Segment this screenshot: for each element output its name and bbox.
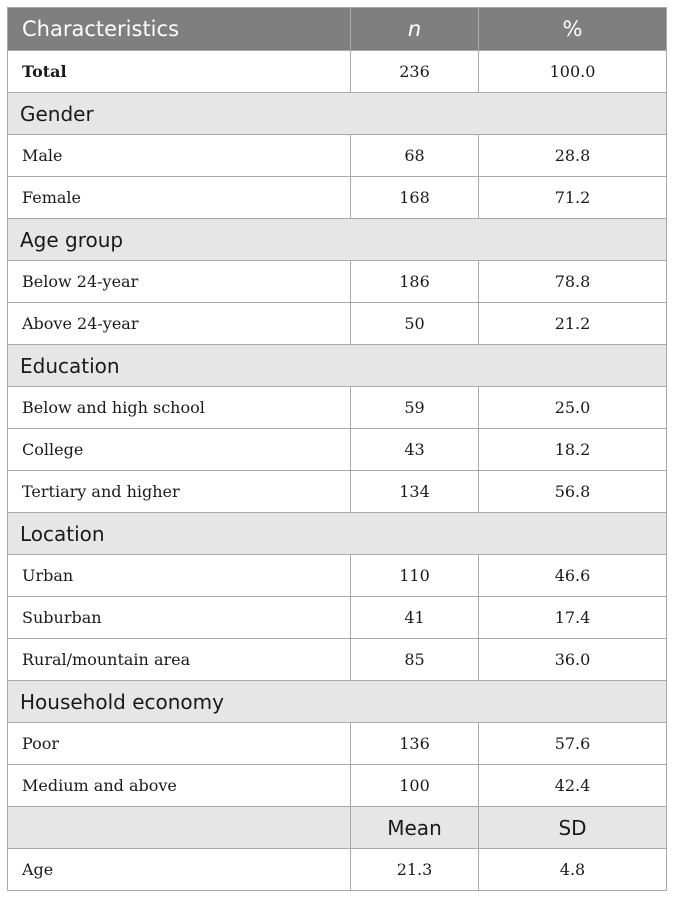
row-label: Rural/mountain area	[7, 638, 351, 681]
section-location: Location	[7, 512, 667, 555]
age-sd: 4.8	[478, 848, 667, 891]
row-label: Poor	[7, 722, 351, 765]
section-gender: Gender	[7, 92, 667, 135]
row-label: Suburban	[7, 596, 351, 639]
table-row: Poor 136 57.6	[7, 722, 667, 765]
characteristics-table: Characteristics n % Total 236 100.0 Gend…	[7, 7, 667, 891]
table-row: Tertiary and higher 134 56.8	[7, 470, 667, 513]
row-n: 110	[350, 554, 479, 597]
total-n: 236	[350, 50, 479, 93]
row-pct: 57.6	[478, 722, 667, 765]
section-title: Household economy	[7, 680, 667, 723]
row-n: 43	[350, 428, 479, 471]
section-age-group: Age group	[7, 218, 667, 261]
row-pct: 21.2	[478, 302, 667, 345]
row-n: 68	[350, 134, 479, 177]
row-pct: 25.0	[478, 386, 667, 429]
section-title: Education	[7, 344, 667, 387]
row-n: 85	[350, 638, 479, 681]
age-row: Age 21.3 4.8	[7, 848, 667, 891]
table-row: Urban 110 46.6	[7, 554, 667, 597]
table-row: Below 24-year 186 78.8	[7, 260, 667, 303]
row-pct: 36.0	[478, 638, 667, 681]
row-label: Below 24-year	[7, 260, 351, 303]
row-label: Male	[7, 134, 351, 177]
row-pct: 78.8	[478, 260, 667, 303]
table-row: Rural/mountain area 85 36.0	[7, 638, 667, 681]
section-title: Gender	[7, 92, 667, 135]
table-row: College 43 18.2	[7, 428, 667, 471]
row-n: 100	[350, 764, 479, 807]
row-n: 59	[350, 386, 479, 429]
row-label: Medium and above	[7, 764, 351, 807]
section-household-economy: Household economy	[7, 680, 667, 723]
section-title: Age group	[7, 218, 667, 261]
row-pct: 56.8	[478, 470, 667, 513]
row-label: Urban	[7, 554, 351, 597]
table-row: Female 168 71.2	[7, 176, 667, 219]
row-label: College	[7, 428, 351, 471]
table-row: Medium and above 100 42.4	[7, 764, 667, 807]
header-n: n	[350, 7, 479, 51]
total-label: Total	[7, 50, 351, 93]
row-n: 50	[350, 302, 479, 345]
total-pct: 100.0	[478, 50, 667, 93]
age-label: Age	[7, 848, 351, 891]
row-label: Above 24-year	[7, 302, 351, 345]
row-n: 186	[350, 260, 479, 303]
section-education: Education	[7, 344, 667, 387]
row-n: 41	[350, 596, 479, 639]
row-label: Female	[7, 176, 351, 219]
row-pct: 28.8	[478, 134, 667, 177]
row-pct: 42.4	[478, 764, 667, 807]
total-row: Total 236 100.0	[7, 50, 667, 93]
row-pct: 71.2	[478, 176, 667, 219]
stats-header-blank	[7, 806, 351, 849]
row-pct: 46.6	[478, 554, 667, 597]
table-header-row: Characteristics n %	[7, 7, 667, 51]
row-label: Below and high school	[7, 386, 351, 429]
row-pct: 17.4	[478, 596, 667, 639]
row-n: 168	[350, 176, 479, 219]
row-pct: 18.2	[478, 428, 667, 471]
stats-header-sd: SD	[478, 806, 667, 849]
table-row: Above 24-year 50 21.2	[7, 302, 667, 345]
stats-header-mean: Mean	[350, 806, 479, 849]
table-row: Suburban 41 17.4	[7, 596, 667, 639]
age-mean: 21.3	[350, 848, 479, 891]
table-row: Below and high school 59 25.0	[7, 386, 667, 429]
row-label: Tertiary and higher	[7, 470, 351, 513]
stats-header-row: Mean SD	[7, 806, 667, 849]
row-n: 136	[350, 722, 479, 765]
row-n: 134	[350, 470, 479, 513]
table-row: Male 68 28.8	[7, 134, 667, 177]
section-title: Location	[7, 512, 667, 555]
header-percent: %	[478, 7, 667, 51]
header-characteristics: Characteristics	[7, 7, 351, 51]
